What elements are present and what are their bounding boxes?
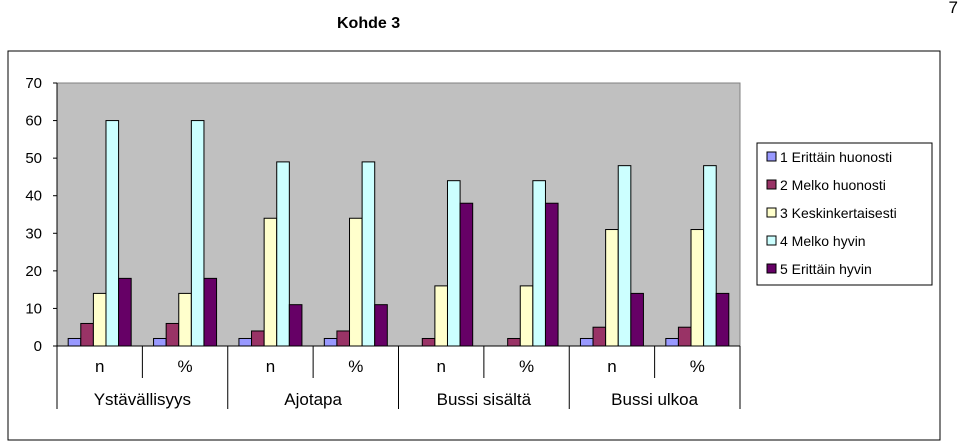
bar xyxy=(203,277,218,347)
legend: 1 Erittäin huonosti 2 Melko huonosti 3 Kes… xyxy=(756,142,933,286)
bar xyxy=(544,202,559,347)
legend-entry: 5 Erittäin hyvin xyxy=(780,261,872,277)
legend-swatch xyxy=(766,151,777,162)
bar xyxy=(434,285,448,347)
legend-entry: 4 Melko hyvin xyxy=(780,233,866,249)
bar xyxy=(617,165,632,347)
group-label: Bussi sisältä xyxy=(437,390,532,409)
y-tick-label: 0 xyxy=(34,338,42,355)
bar xyxy=(459,202,474,347)
y-tick-label: 10 xyxy=(25,300,42,317)
bar xyxy=(690,229,705,347)
bar xyxy=(361,161,376,347)
bar xyxy=(190,120,205,347)
bar xyxy=(118,277,132,347)
x-tick-label: % xyxy=(348,357,363,376)
bar xyxy=(67,337,82,347)
bar xyxy=(605,229,619,347)
bar xyxy=(288,304,303,347)
y-tick-label: 30 xyxy=(25,225,42,242)
legend-box xyxy=(756,142,933,286)
x-tick-label: n xyxy=(95,357,104,376)
y-tick-label: 40 xyxy=(25,188,42,205)
bar xyxy=(703,165,717,347)
bar xyxy=(592,326,607,347)
bar xyxy=(579,337,594,347)
legend-swatch xyxy=(766,235,777,246)
chart-title: Kohde 3 xyxy=(337,15,401,32)
bar xyxy=(105,120,120,347)
x-tick-label: n xyxy=(266,357,275,376)
x-tick-label: % xyxy=(519,357,534,376)
y-tick-label: 60 xyxy=(25,113,42,130)
y-tick-label: 20 xyxy=(25,263,42,280)
page-number: 7 xyxy=(948,0,958,17)
bar xyxy=(153,337,167,347)
bar xyxy=(263,217,278,347)
bar xyxy=(178,292,192,347)
bar xyxy=(251,330,265,347)
legend-swatch xyxy=(766,263,777,274)
y-tick-label: 50 xyxy=(25,150,42,167)
bar xyxy=(677,326,692,347)
bar xyxy=(665,337,679,347)
y-tick-label: 70 xyxy=(25,75,42,92)
bar xyxy=(715,292,730,347)
bar xyxy=(276,161,290,347)
legend-swatch xyxy=(766,179,777,190)
group-label: Ystävällisyys xyxy=(94,390,191,409)
bar xyxy=(323,337,338,347)
x-tick-label: n xyxy=(607,357,616,376)
legend-entry: 2 Melko huonosti xyxy=(780,177,886,193)
x-tick-label: % xyxy=(690,357,705,376)
bar xyxy=(80,322,94,347)
group-label: Bussi ulkoa xyxy=(611,390,698,409)
bar xyxy=(165,322,180,347)
legend-swatch xyxy=(766,207,777,218)
bar xyxy=(349,217,363,347)
bar xyxy=(532,180,546,347)
legend-entry: 1 Erittäin huonosti xyxy=(780,149,892,165)
bar xyxy=(421,337,436,347)
bar xyxy=(92,292,107,347)
bar xyxy=(630,292,644,347)
bar xyxy=(374,304,388,347)
group-label: Ajotapa xyxy=(284,390,342,409)
bar xyxy=(519,285,534,347)
bar xyxy=(336,330,351,347)
x-tick-label: % xyxy=(178,357,193,376)
x-tick-label: n xyxy=(436,357,445,376)
bar xyxy=(446,180,461,347)
bar xyxy=(507,337,521,347)
legend-entry: 3 Keskinkertaisesti xyxy=(780,205,897,221)
bar xyxy=(238,337,253,347)
